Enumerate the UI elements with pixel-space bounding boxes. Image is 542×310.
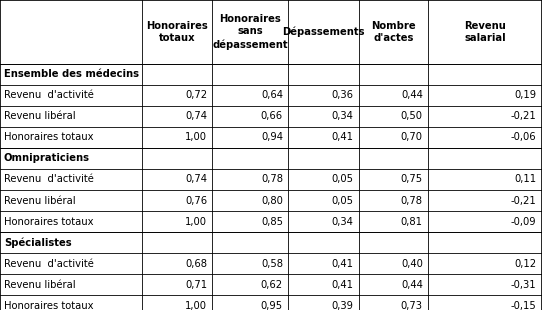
Text: 0,80: 0,80 [261,196,283,206]
Text: Honoraires totaux: Honoraires totaux [4,217,93,227]
Text: 0,58: 0,58 [261,259,283,269]
Text: Spécialistes: Spécialistes [4,237,72,248]
Text: 0,66: 0,66 [261,111,283,121]
Text: 0,50: 0,50 [401,111,423,121]
Text: 0,64: 0,64 [261,90,283,100]
Text: Revenu  d'activité: Revenu d'activité [4,175,94,184]
Text: 0,05: 0,05 [331,196,353,206]
Text: 0,11: 0,11 [514,175,537,184]
Text: 0,81: 0,81 [401,217,423,227]
Text: 0,62: 0,62 [261,280,283,290]
Text: Revenu
salarial: Revenu salarial [464,20,506,43]
Text: -0,21: -0,21 [511,111,537,121]
Text: 1,00: 1,00 [185,132,207,142]
Text: 0,95: 0,95 [261,301,283,310]
Text: 0,73: 0,73 [401,301,423,310]
Text: Nombre
d'actes: Nombre d'actes [371,20,416,43]
Text: 0,44: 0,44 [401,280,423,290]
Text: 1,00: 1,00 [185,301,207,310]
Text: -0,15: -0,15 [511,301,537,310]
Text: 0,41: 0,41 [331,132,353,142]
Text: 0,74: 0,74 [185,175,207,184]
Text: 0,71: 0,71 [185,280,207,290]
Text: 0,34: 0,34 [332,217,353,227]
Text: -0,31: -0,31 [511,280,537,290]
Text: 0,76: 0,76 [185,196,207,206]
Text: 0,78: 0,78 [261,175,283,184]
Text: 1,00: 1,00 [185,217,207,227]
Text: -0,09: -0,09 [511,217,537,227]
Text: 0,85: 0,85 [261,217,283,227]
Text: 0,41: 0,41 [331,259,353,269]
Text: Revenu  d'activité: Revenu d'activité [4,259,94,269]
Text: 0,40: 0,40 [401,259,423,269]
Text: 0,36: 0,36 [331,90,353,100]
Text: 0,75: 0,75 [401,175,423,184]
Text: -0,06: -0,06 [511,132,537,142]
Text: Honoraires
totaux: Honoraires totaux [146,20,208,43]
Text: 0,19: 0,19 [514,90,537,100]
Text: 0,41: 0,41 [331,280,353,290]
Text: 0,39: 0,39 [331,301,353,310]
Text: Revenu libéral: Revenu libéral [4,111,75,121]
Text: Ensemble des médecins: Ensemble des médecins [4,69,139,79]
Text: Honoraires totaux: Honoraires totaux [4,301,93,310]
Text: Revenu libéral: Revenu libéral [4,280,75,290]
Text: 0,72: 0,72 [185,90,207,100]
Text: Honoraires
sans
dépassement: Honoraires sans dépassement [212,14,288,50]
Text: Revenu libéral: Revenu libéral [4,196,75,206]
Text: Omnipraticiens: Omnipraticiens [4,153,90,163]
Text: 0,68: 0,68 [185,259,207,269]
Text: 0,34: 0,34 [332,111,353,121]
Text: Revenu  d'activité: Revenu d'activité [4,90,94,100]
Text: 0,05: 0,05 [331,175,353,184]
Text: Honoraires totaux: Honoraires totaux [4,132,93,142]
Text: 0,74: 0,74 [185,111,207,121]
Text: 0,94: 0,94 [261,132,283,142]
Text: -0,21: -0,21 [511,196,537,206]
Text: Dépassements: Dépassements [282,27,365,37]
Text: 0,12: 0,12 [514,259,537,269]
Text: 0,70: 0,70 [401,132,423,142]
Text: 0,44: 0,44 [401,90,423,100]
Text: 0,78: 0,78 [401,196,423,206]
